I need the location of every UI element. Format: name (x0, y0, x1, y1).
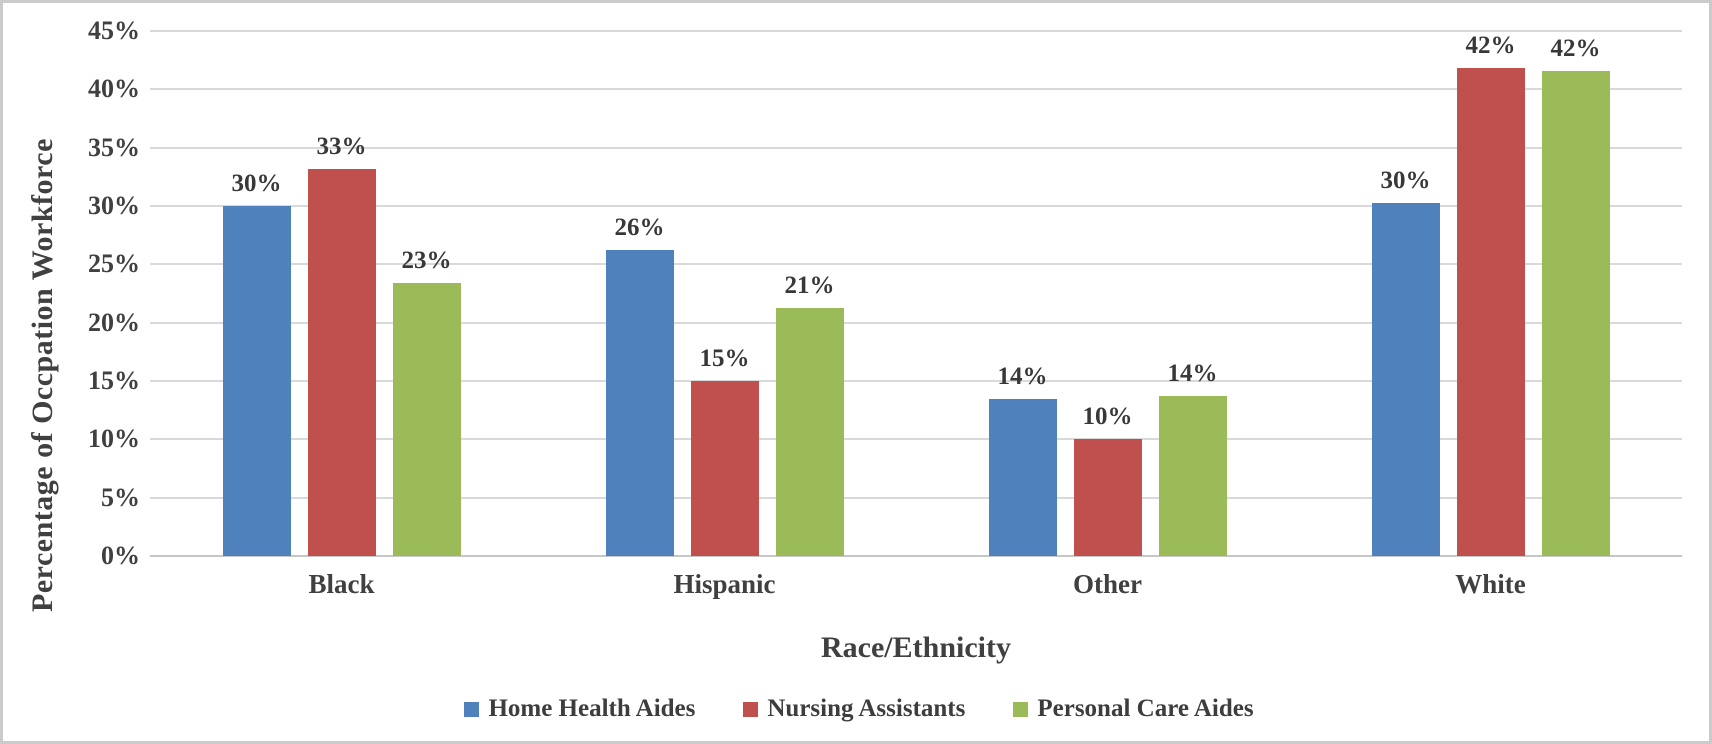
legend-swatch-icon (464, 701, 480, 717)
bar-cell-white: 42% (1456, 32, 1525, 556)
y-tick-label-0%: 0% (101, 541, 140, 570)
data-label: 26% (614, 214, 665, 242)
bar-cell-black: 23% (392, 247, 461, 556)
gridline-40% (150, 88, 1682, 91)
y-tick-label-35%: 35% (88, 132, 140, 162)
legend-label: Nursing Assistants (767, 695, 966, 722)
bar-personal-care-aides (775, 307, 844, 556)
legend-label: Personal Care Aides (1037, 695, 1254, 722)
category-label-black: Black (308, 569, 375, 599)
bar-group-black: 30% 33% 23% (150, 31, 533, 556)
bar-cell-black: 33% (307, 132, 376, 556)
legend-item-nursing-assistants: Nursing Assistants (743, 695, 965, 723)
bar-group-white: 30% 42% 42% (1299, 31, 1682, 556)
data-label: 33% (316, 132, 367, 160)
data-label: 42% (1550, 34, 1601, 62)
bar-home-health-aides (1371, 202, 1440, 556)
bar-cell-hispanic: 21% (775, 271, 844, 556)
data-label: 14% (1167, 360, 1218, 388)
bar-cell-white: 30% (1371, 166, 1440, 556)
bar-cell-hispanic: 26% (605, 214, 674, 556)
bar-nursing-assistants (690, 381, 759, 556)
y-tick-label-40%: 40% (88, 74, 140, 104)
bar-home-health-aides (222, 206, 291, 556)
data-label: 30% (1380, 166, 1431, 194)
legend-swatch-icon (743, 701, 759, 717)
data-label: 21% (784, 271, 835, 299)
bar-home-health-aides (988, 398, 1057, 556)
category-label-hispanic: Hispanic (673, 569, 776, 599)
data-label: 30% (231, 170, 282, 197)
data-label: 23% (401, 247, 452, 274)
bar-cell-other: 14% (1158, 360, 1227, 556)
bar-nursing-assistants (307, 168, 376, 556)
x-axis-category-labels: Black Hispanic Other White (150, 567, 1682, 601)
bar-groups-layer: 30% 33% 23% 26% 15% 21% 14% 10% 14% 30% 42% 42% (150, 31, 1682, 556)
gridline-30% (150, 205, 1682, 207)
bar-cell-hispanic: 15% (690, 345, 759, 556)
legend-item-personal-care-aides: Personal Care Aides (1013, 695, 1254, 723)
y-tick-label-15%: 15% (88, 366, 140, 395)
y-tick-label-10%: 10% (88, 424, 140, 454)
plot-area: 30% 33% 23% 26% 15% 21% 14% 10% 14% 30% 42% 42% (150, 30, 1682, 557)
legend-item-home-health-aides: Home Health Aides (464, 695, 695, 723)
gridline-45% (150, 30, 1682, 32)
bar-personal-care-aides (1541, 70, 1610, 556)
legend-swatch-icon (1013, 701, 1029, 717)
legend-label: Home Health Aides (488, 695, 696, 722)
bar-personal-care-aides (1158, 396, 1227, 556)
legend: Home Health Aides Nursing Assistants Perso… (3, 691, 1709, 727)
category-label-white: White (1455, 569, 1526, 599)
gridline-15% (150, 380, 1682, 382)
bar-nursing-assistants (1456, 68, 1525, 556)
y-axis-ticks: 0% 5% 10% 15% 20% 25% 30% 35% 40% 45% (3, 3, 140, 741)
y-tick-label-25%: 25% (88, 249, 140, 279)
y-tick-label-45%: 45% (88, 16, 140, 45)
y-tick-label-30%: 30% (88, 191, 140, 220)
bar-cell-other: 14% (988, 362, 1057, 556)
y-tick-label-5%: 5% (101, 482, 140, 512)
data-label: 15% (699, 345, 750, 372)
gridline-35% (150, 146, 1682, 149)
gridline-20% (150, 321, 1682, 324)
bar-personal-care-aides (392, 283, 461, 556)
data-label: 10% (1082, 403, 1133, 431)
data-label: 14% (997, 362, 1048, 390)
y-tick-label-20%: 20% (88, 307, 140, 337)
x-axis-title: Race/Ethnicity (821, 631, 1011, 664)
gridline-0% (150, 555, 1682, 557)
bar-nursing-assistants (1073, 439, 1142, 556)
gridline-10% (150, 438, 1682, 441)
bar-cell-white: 42% (1541, 34, 1610, 556)
bar-cell-other: 10% (1073, 403, 1142, 556)
bar-group-other: 14% 10% 14% (916, 31, 1299, 556)
gridline-5% (150, 496, 1682, 499)
category-label-other: Other (1073, 569, 1142, 599)
data-label: 42% (1465, 32, 1516, 60)
gridline-25% (150, 263, 1682, 266)
bar-group-hispanic: 26% 15% 21% (533, 31, 916, 556)
bar-home-health-aides (605, 250, 674, 556)
bar-cell-black: 30% (222, 170, 291, 556)
